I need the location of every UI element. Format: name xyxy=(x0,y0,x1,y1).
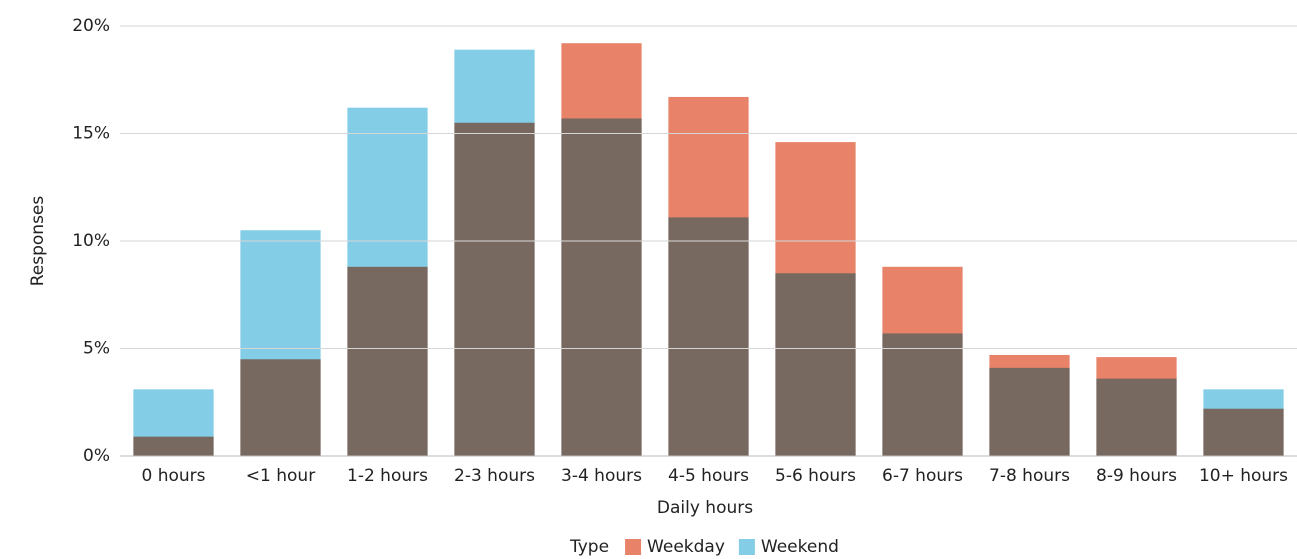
x-tick-label: 3-4 hours xyxy=(561,466,642,486)
bar xyxy=(240,230,321,456)
legend-label: Weekend xyxy=(761,537,839,557)
bar xyxy=(775,273,856,456)
bar xyxy=(1096,378,1177,456)
x-tick-label: 2-3 hours xyxy=(454,466,535,486)
y-tick-label: 10% xyxy=(72,231,110,251)
bar xyxy=(561,118,642,456)
bar xyxy=(454,49,535,457)
y-tick-label: 5% xyxy=(83,339,110,359)
x-tick-label: 6-7 hours xyxy=(882,466,963,486)
plot-area xyxy=(133,43,1284,457)
x-axis-title: Daily hours xyxy=(657,498,753,518)
bar xyxy=(882,333,963,456)
bar xyxy=(347,107,428,456)
legend-title: Type xyxy=(569,537,609,557)
x-tick-label: 1-2 hours xyxy=(347,466,428,486)
y-tick-label: 20% xyxy=(72,16,110,36)
x-tick-label: 0 hours xyxy=(141,466,205,486)
x-tick-label: 5-6 hours xyxy=(775,466,856,486)
legend-swatch xyxy=(738,539,755,555)
legend-swatch xyxy=(625,539,642,555)
y-tick-label: 15% xyxy=(72,124,110,144)
y-tick-label: 0% xyxy=(83,446,110,466)
x-tick-label: 4-5 hours xyxy=(668,466,749,486)
y-axis-title: Responses xyxy=(28,196,48,287)
x-tick-label: 7-8 hours xyxy=(989,466,1070,486)
bar xyxy=(133,389,214,456)
x-tick-label: <1 hour xyxy=(246,466,315,486)
bar xyxy=(989,367,1070,456)
bar xyxy=(1203,389,1284,456)
bar xyxy=(668,217,749,456)
x-tick-label: 8-9 hours xyxy=(1096,466,1177,486)
legend-label: Weekday xyxy=(647,537,725,557)
x-tick-label: 10+ hours xyxy=(1199,466,1288,486)
